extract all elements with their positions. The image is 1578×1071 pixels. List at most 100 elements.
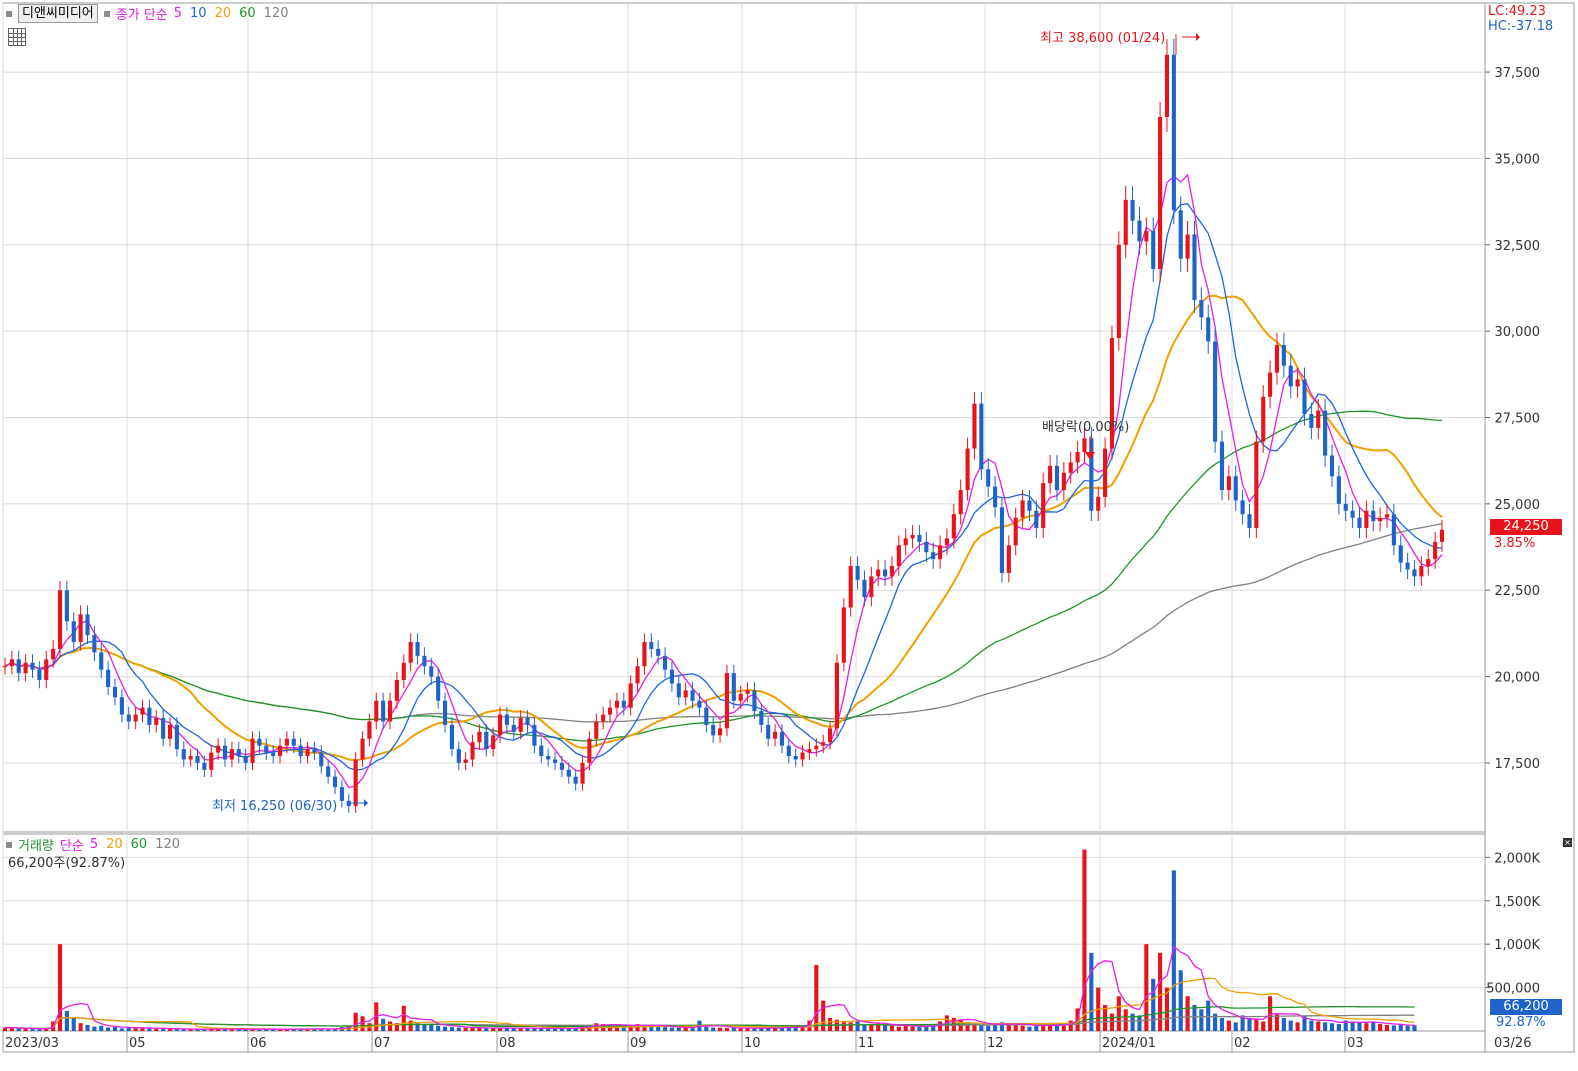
candle-body	[573, 776, 578, 784]
candle-body	[635, 666, 640, 684]
volume-bar	[1336, 1024, 1341, 1031]
candle-body	[1254, 441, 1259, 529]
candle-body	[140, 707, 145, 715]
price-ma-label-60[interactable]: 60	[239, 6, 256, 21]
price-ma-label-120[interactable]: 120	[263, 6, 289, 21]
volume-bar	[1219, 1017, 1225, 1031]
close-icon[interactable]: ×	[1563, 838, 1572, 847]
volume-bar	[119, 1028, 124, 1031]
volume-bar	[360, 1016, 365, 1031]
table-view-icon[interactable]	[8, 28, 26, 46]
volume-bar	[779, 1027, 785, 1031]
volume-bar	[738, 1028, 743, 1031]
price-ma-label-10[interactable]: 10	[190, 6, 207, 21]
candle-body	[1439, 529, 1445, 542]
volume-bar	[1391, 1025, 1396, 1031]
volume-bar	[669, 1027, 674, 1031]
volume-bar	[1151, 978, 1156, 1031]
volume-bar	[222, 1029, 228, 1031]
volume-bar	[711, 1027, 716, 1031]
candle-body	[1082, 438, 1087, 453]
candle-body	[1103, 448, 1108, 497]
candle-body	[917, 534, 922, 542]
hc-value: HC:-37.18	[1488, 19, 1554, 34]
candle-body	[2, 666, 8, 668]
volume-bar	[92, 1026, 97, 1031]
candle-body	[339, 787, 344, 801]
candle-body	[1433, 541, 1438, 560]
candle-body	[511, 724, 516, 732]
ticker-button[interactable]: 디앤씨미디어	[18, 4, 98, 23]
price-ma-label-20[interactable]: 20	[214, 6, 232, 21]
candle-body	[738, 693, 743, 701]
volume-bar	[106, 1027, 111, 1031]
current-price-badge: 24,250	[1490, 519, 1562, 535]
volume-bar	[284, 1029, 289, 1031]
candle-body	[1226, 476, 1231, 491]
lc-value: LC:49.23	[1488, 4, 1546, 19]
current-volume-badge: 66,200	[1490, 999, 1562, 1015]
volume-bar	[724, 1027, 730, 1031]
x-tick-label: 08	[499, 1036, 516, 1051]
candle-body	[271, 752, 276, 757]
low-annotation: 최저 16,250 (06/30)	[212, 799, 338, 814]
candle-body	[442, 700, 448, 725]
candle-body	[628, 683, 633, 708]
volume-bar	[1158, 952, 1163, 1031]
candle-body	[319, 752, 324, 767]
candle-body	[367, 721, 372, 739]
candle-body	[436, 676, 441, 701]
candle-body	[704, 707, 709, 725]
candle-body	[1391, 514, 1396, 546]
candle-body	[1020, 500, 1025, 518]
price-ma-label-5[interactable]: 5	[173, 6, 183, 21]
volume-bar	[532, 1027, 537, 1031]
candle-body	[1336, 476, 1341, 504]
volume-bar	[408, 1020, 413, 1031]
price-tick-label: 32,500	[1495, 239, 1541, 254]
candle-body	[1295, 379, 1300, 387]
volume-bar	[394, 1023, 399, 1031]
volume-ma-label-60[interactable]: 60	[130, 837, 148, 852]
volume-bar	[635, 1024, 640, 1031]
candle-body	[422, 655, 427, 667]
candle-body	[848, 566, 853, 608]
candle-body	[71, 621, 76, 643]
volume-bar	[1274, 1013, 1280, 1031]
volume-bar	[614, 1025, 619, 1031]
candle-body	[999, 507, 1005, 573]
price-legend-title[interactable]: 종가 단순	[115, 8, 168, 23]
price-tick-label: 22,500	[1495, 584, 1541, 599]
volume-ma-label-20[interactable]: 20	[106, 837, 123, 852]
volume-bar	[552, 1028, 558, 1031]
volume-ma-label-5[interactable]: 5	[89, 837, 99, 852]
candle-body	[889, 566, 895, 577]
candle-body	[1329, 455, 1335, 477]
candle-body	[690, 690, 695, 701]
candle-body	[979, 403, 984, 470]
volume-bar	[504, 1027, 509, 1031]
volume-bar	[869, 1024, 874, 1031]
volume-bar	[243, 1029, 248, 1031]
volume-bar	[1233, 1022, 1238, 1031]
volume-tick-label: 1,500K	[1494, 895, 1540, 910]
candle-body	[1288, 365, 1293, 387]
volume-bar	[353, 1012, 358, 1031]
volume-legend-title[interactable]: 거래량	[18, 839, 54, 854]
x-tick-label: 11	[858, 1036, 875, 1051]
volume-legend: 거래량 단순 5 20 60 120	[6, 835, 180, 854]
candle-body	[1268, 372, 1273, 397]
candle-body	[51, 648, 56, 660]
vol-ma5-line	[4, 945, 1415, 1030]
volume-bar	[470, 1027, 475, 1031]
candle-body	[1178, 210, 1183, 259]
volume-bar	[1371, 1022, 1376, 1031]
volume-bar	[745, 1028, 750, 1031]
volume-bar	[250, 1028, 255, 1031]
volume-ma-label-120[interactable]: 120	[155, 837, 181, 852]
volume-bar	[1061, 1025, 1066, 1031]
volume-bar	[649, 1025, 654, 1031]
candle-body	[938, 545, 943, 560]
candle-body	[656, 648, 661, 656]
